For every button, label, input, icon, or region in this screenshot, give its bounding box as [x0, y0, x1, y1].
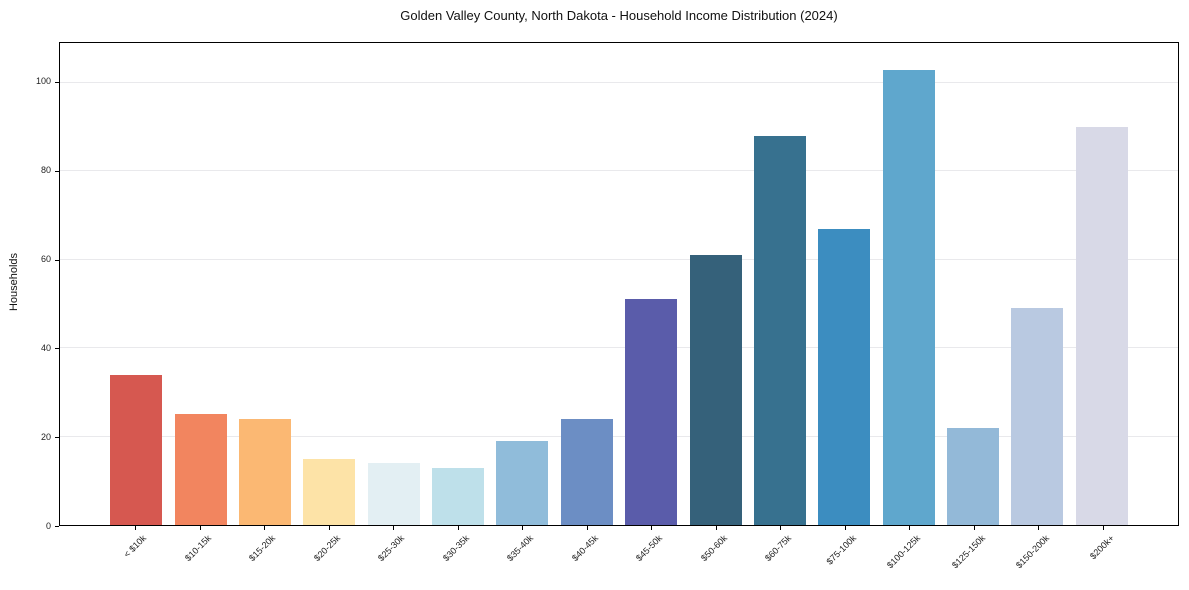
x-tick-mark	[135, 526, 137, 530]
x-tick-mark	[457, 526, 459, 530]
x-tick-mark	[973, 526, 975, 530]
x-tick-mark	[522, 526, 524, 530]
y-tick-label: 100	[35, 76, 51, 87]
bar-$25-30k	[367, 463, 420, 525]
gridline	[60, 258, 1178, 260]
bar-slot	[1070, 43, 1134, 525]
bar-$40-45k	[560, 418, 613, 525]
y-tick-mark	[55, 170, 59, 172]
x-tick-label: $125-150k	[949, 533, 987, 571]
bar-$150-200k	[1011, 308, 1064, 525]
plot-area	[59, 42, 1179, 526]
x-tick-label: $75-100k	[824, 533, 858, 567]
bar-slot	[683, 43, 747, 525]
bar-$35-40k	[496, 440, 549, 525]
bar-$100-125k	[882, 69, 935, 525]
bar-slot	[1005, 43, 1069, 525]
gridline	[60, 170, 1178, 172]
y-tick-mark	[55, 348, 59, 350]
x-tick-label: < $10k	[121, 533, 149, 560]
gridline	[60, 347, 1178, 349]
y-tick-mark	[55, 81, 59, 83]
y-tick-mark	[55, 437, 59, 439]
y-tick-label: 20	[40, 431, 51, 442]
y-axis-label: Households	[8, 252, 20, 312]
y-tick-mark	[55, 259, 59, 261]
bar-series	[60, 43, 1178, 525]
x-tick-label: $10-15k	[182, 533, 213, 564]
x-tick-mark	[1038, 526, 1040, 530]
x-tick-mark	[844, 526, 846, 530]
x-tick-label: $40-45k	[569, 533, 600, 564]
bar-$200k+	[1075, 127, 1128, 525]
bar-$60-75k	[753, 135, 806, 525]
x-tick-mark	[780, 526, 782, 530]
y-tick-label: 40	[40, 342, 51, 353]
x-tick-mark	[328, 526, 330, 530]
y-tick-label: 60	[40, 254, 51, 265]
x-tick-label: $35-40k	[505, 533, 536, 564]
bar-$45-50k	[625, 299, 678, 525]
gridline	[60, 81, 1178, 83]
bar-slot	[941, 43, 1005, 525]
bar-slot	[233, 43, 297, 525]
y-tick-mark	[55, 526, 59, 527]
bar-slot	[104, 43, 168, 525]
y-tick-label: 80	[40, 165, 51, 176]
bar-slot	[426, 43, 490, 525]
bar-$50-60k	[689, 255, 742, 525]
x-tick-mark	[199, 526, 201, 530]
bar-slot	[555, 43, 619, 525]
bar-$75-100k	[818, 228, 871, 525]
bar-< $10k	[110, 374, 163, 525]
x-tick-label: $60-75k	[763, 533, 794, 564]
x-tick-mark	[715, 526, 717, 530]
bar-slot	[748, 43, 812, 525]
x-tick-label: $25-30k	[376, 533, 407, 564]
bar-slot	[168, 43, 232, 525]
gridline	[60, 435, 1178, 437]
x-tick-mark	[393, 526, 395, 530]
x-tick-label: $30-35k	[440, 533, 471, 564]
x-tick-mark	[264, 526, 266, 530]
x-tick-label: $15-20k	[247, 533, 278, 564]
x-tick-label: $50-60k	[698, 533, 729, 564]
bar-slot	[362, 43, 426, 525]
x-tick-mark	[909, 526, 911, 530]
x-tick-label: $150-200k	[1014, 533, 1052, 571]
bar-slot	[297, 43, 361, 525]
x-tick-mark	[586, 526, 588, 530]
x-tick-label: $100-125k	[885, 533, 923, 571]
bar-$10-15k	[174, 414, 227, 525]
bar-slot	[812, 43, 876, 525]
x-tick-mark	[651, 526, 653, 530]
x-tick-mark	[1102, 526, 1104, 530]
bar-slot	[877, 43, 941, 525]
bar-$20-25k	[303, 458, 356, 525]
x-tick-label: $200k+	[1087, 533, 1116, 562]
bar-$30-35k	[432, 467, 485, 525]
bar-slot	[619, 43, 683, 525]
x-tick-label: $20-25k	[311, 533, 342, 564]
bar-$125-150k	[947, 427, 1000, 525]
bar-slot	[490, 43, 554, 525]
x-tick-label: $45-50k	[634, 533, 665, 564]
chart-title: Golden Valley County, North Dakota - Hou…	[400, 8, 838, 23]
bar-$15-20k	[238, 418, 291, 525]
y-tick-label: 0	[45, 520, 51, 531]
